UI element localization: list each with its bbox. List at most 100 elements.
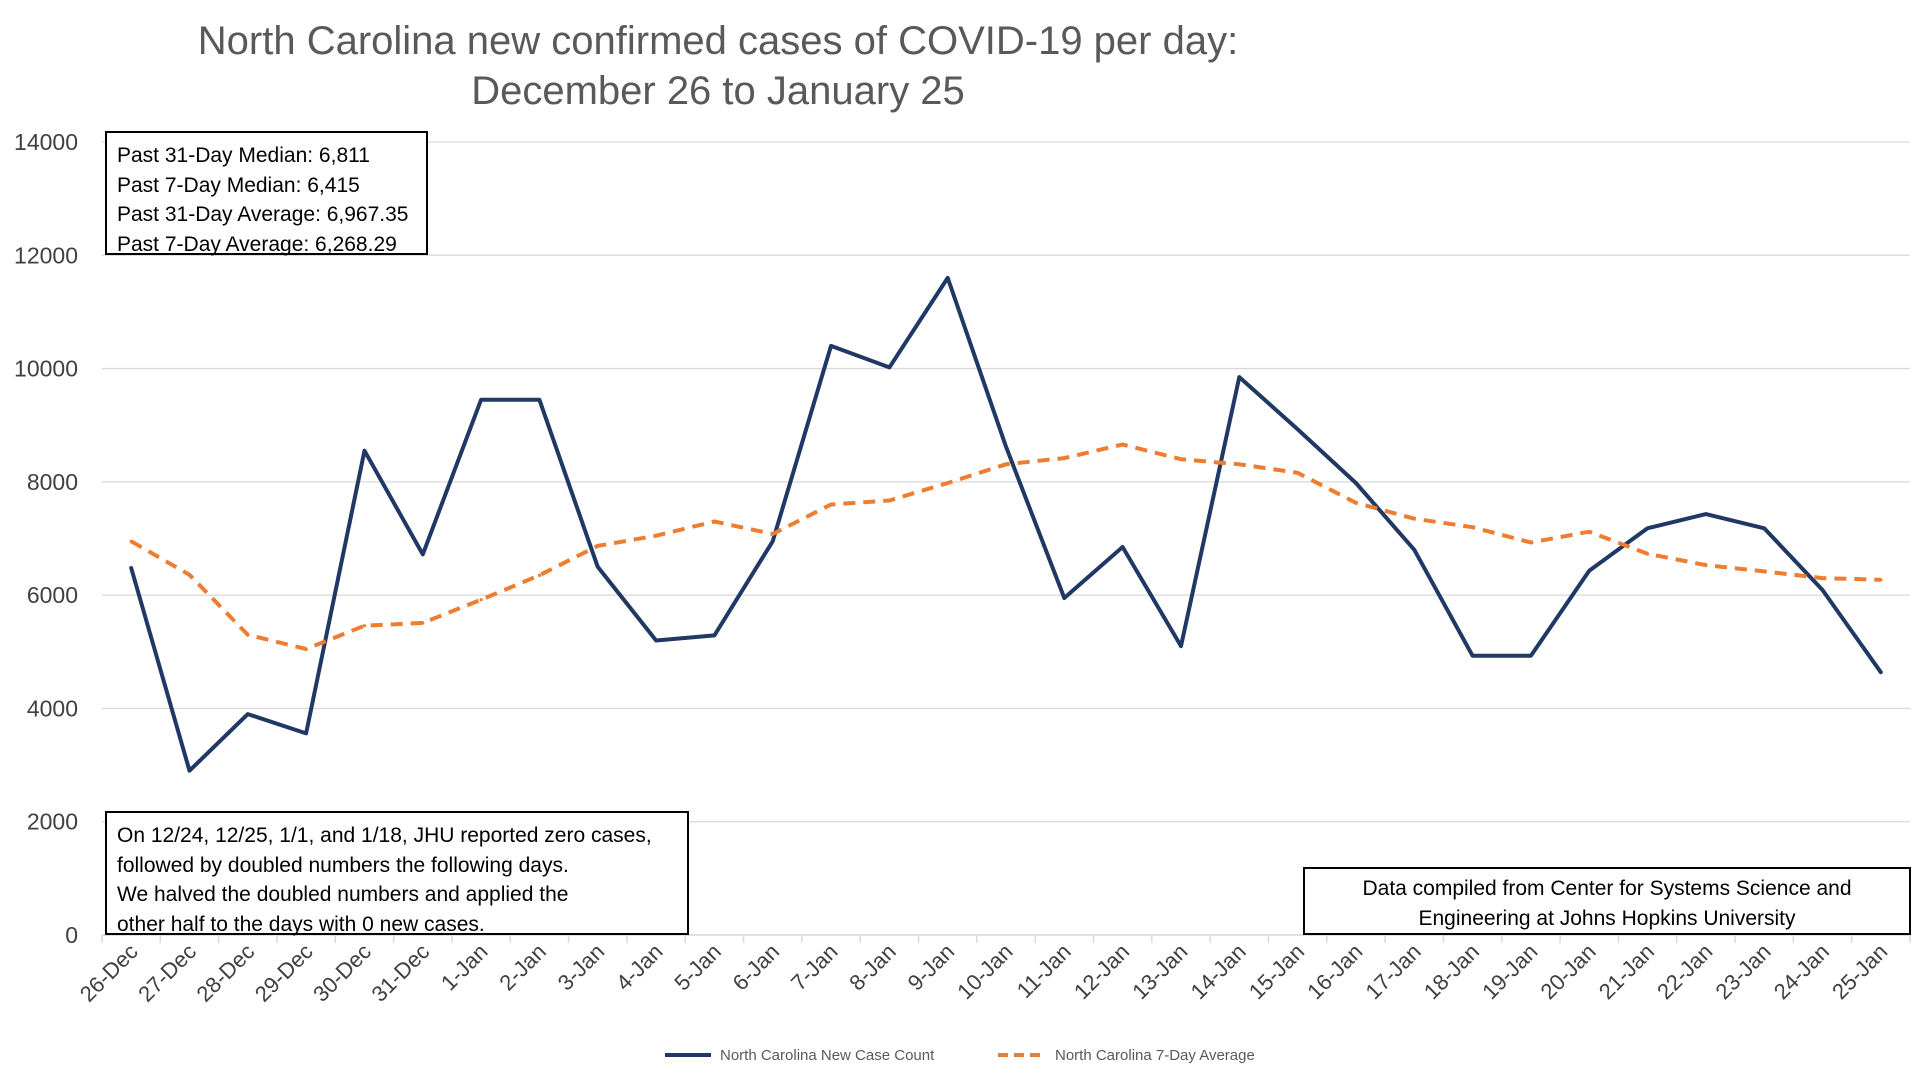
source-line-2: Engineering at Johns Hopkins University bbox=[1418, 906, 1796, 930]
series-2-point bbox=[946, 481, 950, 485]
legend-label-1: North Carolina New Case Count bbox=[720, 1047, 935, 1064]
series-line-1 bbox=[129, 275, 1883, 773]
series-2-point bbox=[1820, 576, 1825, 580]
series-2-point bbox=[596, 544, 600, 548]
series-1-point bbox=[1762, 526, 1766, 530]
series-1-point bbox=[1470, 654, 1475, 658]
series-2-point bbox=[1529, 540, 1533, 545]
x-tick-label: 26-Dec bbox=[75, 939, 143, 1007]
series-2-point bbox=[654, 534, 658, 538]
x-tick-label: 11-Jan bbox=[1012, 939, 1076, 1003]
y-tick-label: 12000 bbox=[14, 242, 78, 268]
data-series bbox=[129, 275, 1883, 773]
series-1-point bbox=[1179, 644, 1183, 648]
series-1-point bbox=[771, 539, 775, 543]
series-2-point bbox=[887, 498, 891, 503]
x-tick-label: 29-Dec bbox=[250, 939, 318, 1007]
series-1-point bbox=[1004, 445, 1008, 449]
series-2-point bbox=[1879, 578, 1883, 582]
x-tick-label: 2-Jan bbox=[494, 939, 551, 996]
series-1-point bbox=[1121, 545, 1125, 549]
series-line-2 bbox=[130, 442, 1881, 651]
series-1-point bbox=[362, 449, 367, 453]
series-1-point bbox=[421, 552, 425, 556]
series-2-point bbox=[1412, 517, 1416, 521]
x-tick-label: 27-Dec bbox=[133, 939, 201, 1007]
series-1-point bbox=[129, 566, 133, 570]
series-1-point bbox=[1354, 481, 1358, 485]
series-2-point bbox=[829, 502, 833, 507]
series-1-point bbox=[1296, 427, 1300, 431]
x-tick-label: 5-Jan bbox=[669, 939, 726, 996]
chart-title-line-2: December 26 to January 25 bbox=[471, 69, 965, 113]
x-tick-label: 24-Jan bbox=[1769, 939, 1834, 1004]
x-tick-label: 16-Jan bbox=[1302, 939, 1367, 1004]
series-1-point bbox=[187, 769, 192, 773]
x-tick-label: 21-Jan bbox=[1594, 939, 1659, 1004]
series-2-point bbox=[712, 519, 716, 524]
x-tick-label: 18-Jan bbox=[1419, 939, 1484, 1004]
x-tick-label: 28-Dec bbox=[192, 939, 260, 1007]
stats-annotation-box: Past 31-Day Median: 6,811 Past 7-Day Med… bbox=[105, 131, 428, 256]
series-1-point bbox=[1412, 548, 1416, 552]
y-tick-label: 6000 bbox=[27, 582, 78, 608]
chart-title: North Carolina new confirmed cases of CO… bbox=[198, 19, 1238, 113]
series-1-point bbox=[1645, 526, 1650, 530]
stat-31-day-average: Past 31-Day Average: 6,967.35 bbox=[117, 203, 409, 226]
x-tick-label: 1-Jan bbox=[436, 939, 493, 996]
x-tick-label: 25-Jan bbox=[1827, 939, 1892, 1004]
series-1-point bbox=[1587, 569, 1591, 573]
series-2-point bbox=[537, 573, 542, 577]
x-tick-label: 12-Jan bbox=[1069, 939, 1134, 1004]
series-1-point bbox=[1820, 588, 1825, 592]
zero-note-line-3: We halved the doubled numbers and applie… bbox=[117, 883, 569, 906]
x-tick-label: 23-Jan bbox=[1710, 939, 1775, 1004]
series-2-point bbox=[1121, 442, 1125, 447]
x-tick-label: 6-Jan bbox=[728, 939, 785, 996]
zero-note-line-1: On 12/24, 12/25, 1/1, and 1/18, JHU repo… bbox=[117, 824, 652, 847]
series-1-point bbox=[712, 633, 716, 637]
series-1-point bbox=[1529, 654, 1533, 658]
series-2-point bbox=[1296, 471, 1300, 475]
series-1-point bbox=[1704, 512, 1708, 516]
series-2-point bbox=[1004, 462, 1008, 466]
x-tick-label: 8-Jan bbox=[844, 939, 901, 996]
x-tick-label: 17-Jan bbox=[1361, 939, 1426, 1004]
stat-7-day-average: Past 7-Day Average: 6,268.29 bbox=[117, 232, 397, 256]
series-2-point bbox=[1237, 462, 1241, 466]
x-tick-label: 4-Jan bbox=[611, 939, 668, 996]
x-tick-label: 19-Jan bbox=[1477, 939, 1542, 1004]
series-2-point bbox=[421, 621, 425, 625]
x-tick-label: 20-Jan bbox=[1536, 939, 1601, 1004]
series-1-point bbox=[1879, 670, 1883, 674]
series-2-point bbox=[1470, 525, 1475, 529]
series-2-point bbox=[1704, 563, 1708, 567]
y-tick-label: 14000 bbox=[14, 129, 78, 155]
chart-title-line-1: North Carolina new confirmed cases of CO… bbox=[198, 19, 1238, 63]
series-2-point bbox=[1587, 530, 1591, 534]
zero-note-line-4: other half to the days with 0 new cases. bbox=[117, 912, 485, 936]
y-tick-label: 10000 bbox=[14, 356, 78, 382]
y-tick-label: 8000 bbox=[27, 469, 78, 495]
series-2-point bbox=[1354, 501, 1358, 505]
series-2-point bbox=[479, 598, 483, 602]
series-1-point bbox=[479, 398, 483, 402]
x-tick-label: 13-Jan bbox=[1127, 939, 1192, 1004]
series-1-point bbox=[946, 276, 950, 280]
series-1-point bbox=[1062, 596, 1066, 600]
y-axis: 14000 12000 10000 8000 6000 4000 2000 0 bbox=[14, 129, 78, 948]
y-tick-label: 2000 bbox=[27, 809, 78, 835]
legend-label-2: North Carolina 7-Day Average bbox=[1055, 1047, 1255, 1064]
x-tick-label: 22-Jan bbox=[1652, 939, 1717, 1004]
x-tick-label: 10-Jan bbox=[952, 939, 1017, 1004]
series-1-point bbox=[537, 398, 542, 402]
series-1-point bbox=[829, 344, 833, 348]
series-1-point bbox=[596, 565, 600, 569]
series-1-point bbox=[246, 712, 250, 716]
legend: North Carolina New Case Count North Carol… bbox=[665, 1047, 1255, 1064]
series-1-point bbox=[654, 638, 658, 643]
series-2-point bbox=[1062, 456, 1066, 460]
